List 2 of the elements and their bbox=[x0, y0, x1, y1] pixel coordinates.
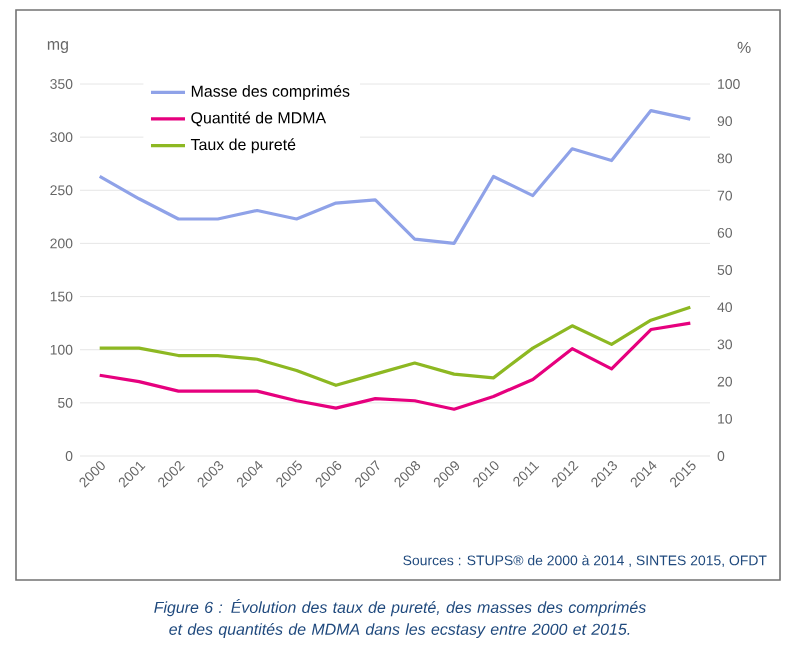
line-series bbox=[98, 305, 692, 387]
line-series bbox=[98, 108, 692, 246]
